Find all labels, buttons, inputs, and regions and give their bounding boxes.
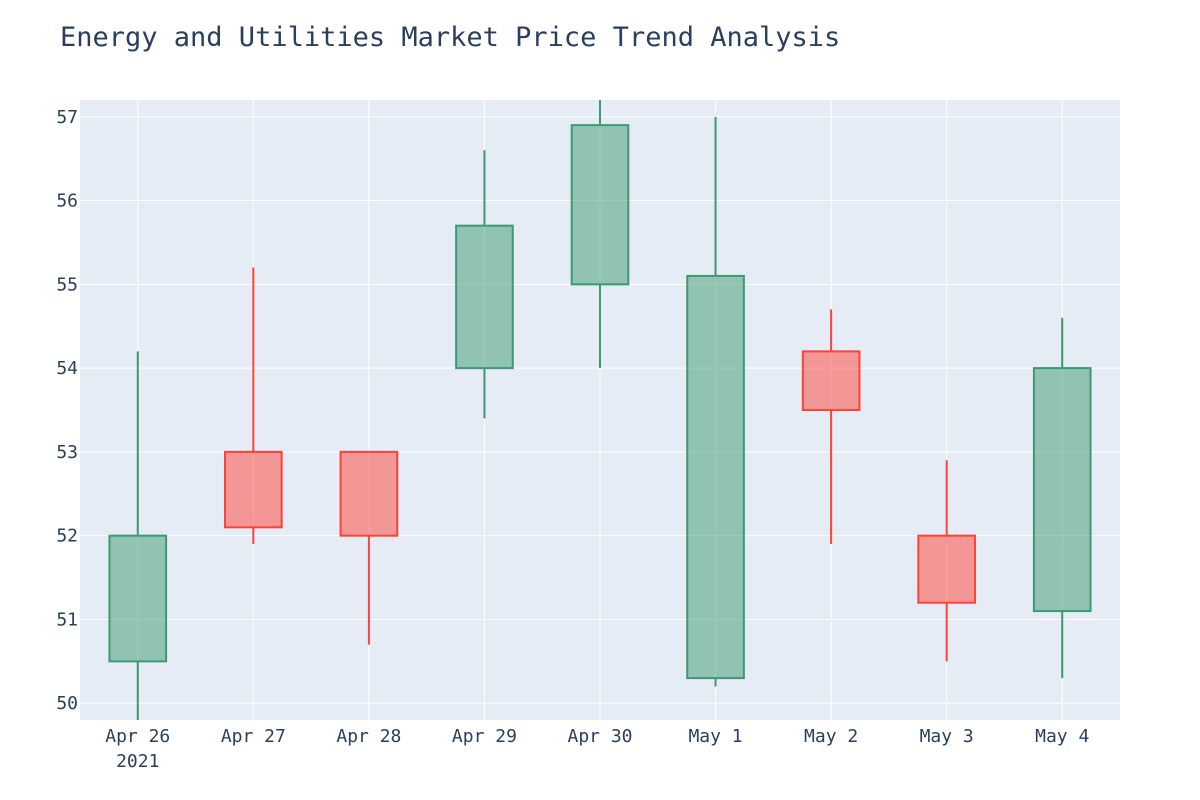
x-tick-label: Apr 27	[221, 726, 286, 747]
chart-title: Energy and Utilities Market Price Trend …	[60, 22, 841, 53]
candle-body	[686, 274, 745, 680]
candle-body	[1032, 367, 1092, 613]
candle-body	[917, 534, 976, 604]
candle	[224, 267, 283, 545]
x-tick-label: May 3	[920, 726, 974, 747]
x-tick-label: May 2	[804, 726, 858, 747]
x-tick-label: May 4	[1035, 726, 1089, 747]
candle	[686, 116, 745, 687]
y-tick-label: 55	[56, 274, 78, 295]
y-axis: 50 51 52 53 54 55 56 57	[56, 107, 78, 714]
candle	[108, 351, 168, 720]
y-tick-label: 50	[56, 693, 78, 714]
candle-body	[339, 450, 399, 537]
y-tick-label: 56	[56, 191, 78, 212]
candle-body	[108, 534, 168, 663]
y-tick-label: 53	[56, 442, 78, 463]
x-tick-label: Apr 30	[567, 726, 632, 747]
candle-body	[224, 450, 283, 529]
candle	[455, 150, 514, 419]
x-tick-label: May 1	[688, 726, 742, 747]
x-tick-label: Apr 29	[452, 726, 517, 747]
candle	[917, 460, 976, 662]
x-year-label: 2021	[116, 751, 159, 772]
candle-body	[801, 350, 861, 411]
y-tick-label: 54	[56, 358, 78, 379]
x-tick-label: Apr 26	[105, 726, 170, 747]
x-axis: Apr 26 2021 Apr 27 Apr 28 Apr 29 Apr 30 May 1 M…	[105, 726, 1089, 772]
candle-body	[455, 224, 514, 370]
candles	[108, 100, 1092, 720]
y-tick-label: 52	[56, 526, 78, 547]
candle	[801, 309, 861, 545]
y-tick-label: 51	[56, 609, 78, 630]
candle	[570, 100, 630, 369]
candle	[1032, 317, 1092, 679]
y-tick-label: 57	[56, 107, 78, 128]
x-tick-label: Apr 28	[336, 726, 401, 747]
candle	[339, 450, 399, 645]
candle-body	[570, 124, 630, 286]
